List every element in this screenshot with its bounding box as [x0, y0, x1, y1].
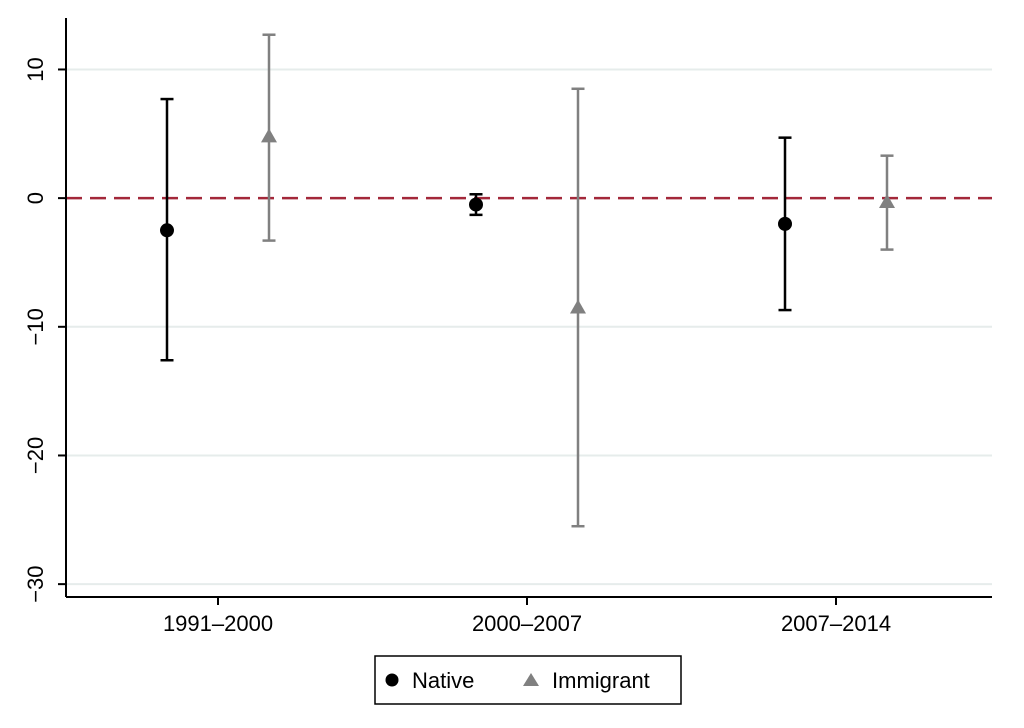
axes-layer: 10 0 −10 −20 −30 1991–2000 2000–2007 2007–2014 [23, 18, 992, 636]
series-immigrant [261, 33, 895, 528]
y-tick-label: 0 [23, 192, 48, 204]
y-tick-label: −20 [23, 437, 48, 474]
point-marker [469, 197, 483, 212]
legend-immigrant-marker [523, 673, 539, 686]
y-tick-label: −30 [23, 565, 48, 602]
legend: Native Immigrant [374, 655, 682, 705]
point-marker [879, 193, 895, 208]
y-tick-label: 10 [23, 57, 48, 81]
point-marker [778, 216, 792, 231]
legend-label: Immigrant [552, 668, 650, 693]
x-tick-label: 1991–2000 [163, 611, 273, 636]
legend-label: Native [412, 668, 474, 693]
legend-native-marker [385, 673, 399, 687]
x-tick-label: 2007–2014 [781, 611, 891, 636]
marks-layer [160, 33, 895, 528]
point-marker [570, 299, 586, 314]
series-native [160, 97, 792, 362]
grid-layer [66, 68, 992, 586]
x-tick-label: 2000–2007 [472, 611, 582, 636]
point-marker [261, 128, 277, 143]
y-tick-label: −10 [23, 308, 48, 345]
point-marker [160, 223, 174, 238]
